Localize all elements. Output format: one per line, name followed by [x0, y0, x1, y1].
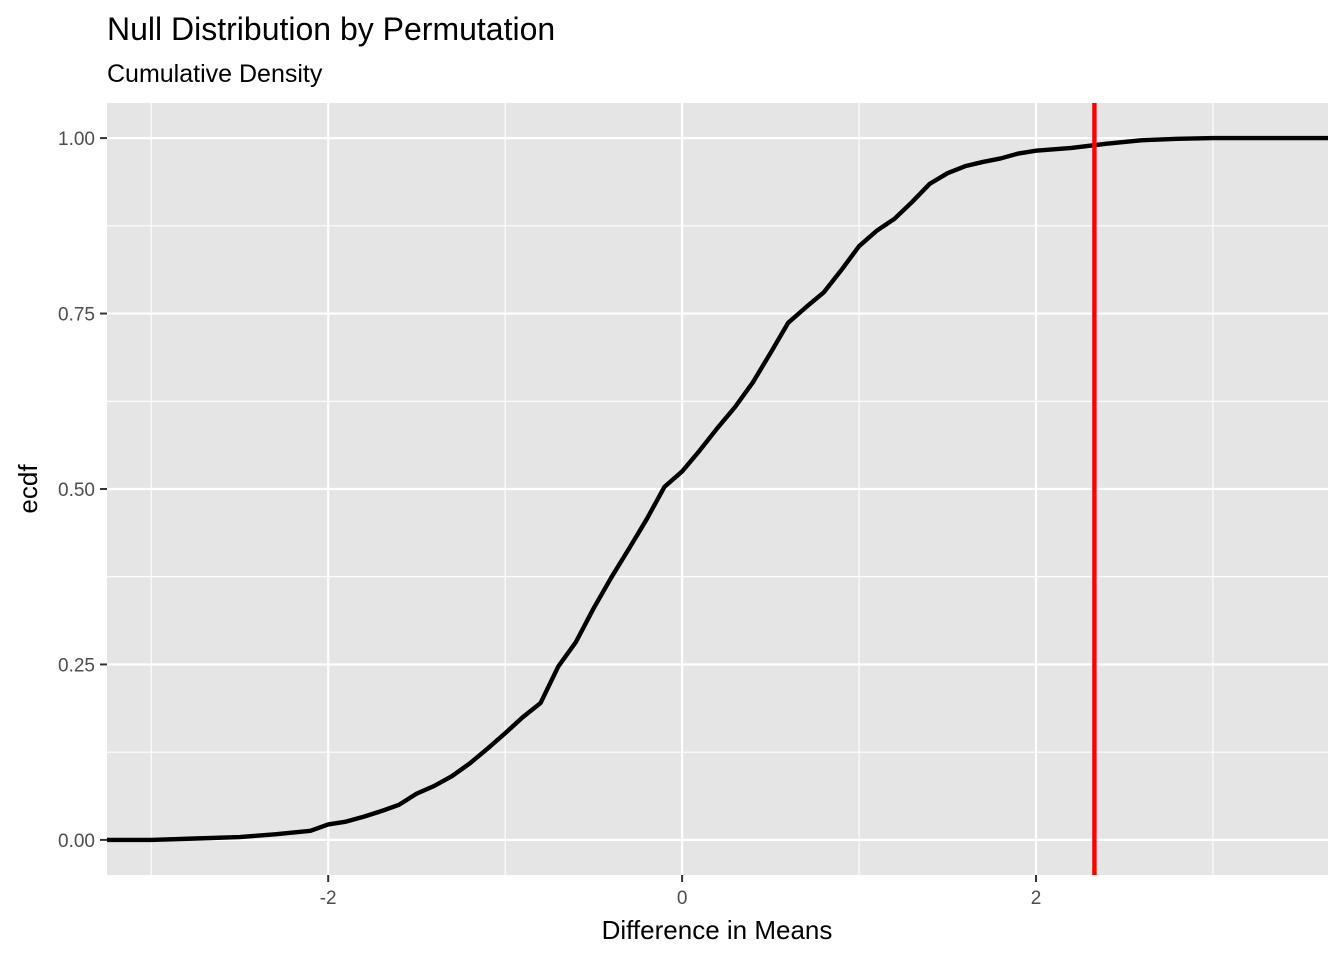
y-axis-title: ecdf [13, 464, 43, 514]
x-tick-label: 2 [1031, 888, 1042, 909]
series-layer [107, 135, 1328, 843]
y-tick-label: 0.50 [58, 480, 95, 501]
x-tick-label: 0 [677, 888, 688, 909]
x-tick-label: -2 [320, 888, 337, 909]
y-tick-label: 0.75 [58, 305, 95, 326]
x-axis-title: Difference in Means [602, 915, 833, 945]
y-axis: 0.00 0.25 0.50 0.75 1.00 [58, 129, 107, 852]
major-gridlines [107, 103, 1328, 875]
y-tick-label: 0.00 [58, 831, 95, 852]
y-tick-label: 0.25 [58, 655, 95, 676]
chart-title: Null Distribution by Permutation [107, 11, 555, 47]
x-axis: -2 0 2 [320, 875, 1042, 909]
y-tick-label: 1.00 [58, 129, 95, 150]
chart-subtitle: Cumulative Density [107, 60, 323, 88]
ecdf-series-line [107, 135, 1328, 843]
